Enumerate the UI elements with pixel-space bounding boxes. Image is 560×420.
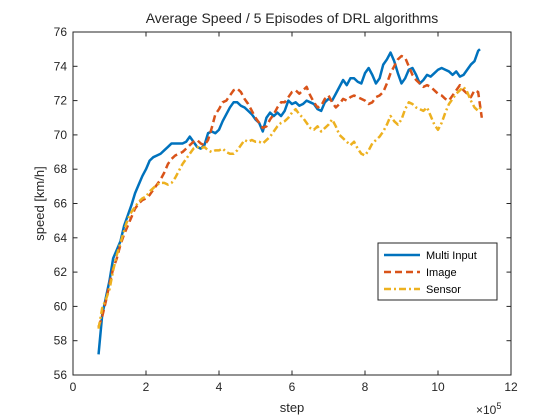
- x-axis-label: step: [280, 400, 305, 415]
- y-tick-label: 68: [54, 162, 68, 176]
- y-axis-label: speed [km/h]: [32, 166, 47, 240]
- x-axis-exponent-power: 5: [496, 401, 501, 411]
- x-tick-label: 2: [143, 380, 150, 394]
- legend-label-multi-input: Multi Input: [426, 250, 477, 262]
- plot-area: [73, 32, 511, 375]
- series-line-sensor: [97, 85, 483, 329]
- y-tick-label: 62: [54, 265, 68, 279]
- legend-label-sensor: Sensor: [426, 284, 461, 296]
- x-tick-label: 4: [216, 380, 223, 394]
- legend: Multi Input Image Sensor: [377, 242, 498, 301]
- y-tick-label: 56: [54, 368, 68, 382]
- y-tick-label: 60: [54, 299, 68, 313]
- x-tick-label: 0: [70, 380, 77, 394]
- x-tick-label: 10: [431, 380, 445, 394]
- x-axis-exponent: ×105: [476, 401, 501, 417]
- y-tick-label: 64: [54, 231, 68, 245]
- x-axis-exponent-base: ×10: [476, 403, 497, 417]
- y-tick-label: 76: [54, 25, 68, 39]
- series-layer: [97, 48, 484, 355]
- x-tick-label: 6: [289, 380, 296, 394]
- series-line-multi-input: [97, 48, 481, 355]
- y-tick-label: 74: [54, 59, 68, 73]
- y-tick-label: 72: [54, 94, 68, 108]
- y-tick-label: 70: [54, 128, 68, 142]
- y-tick-label: 58: [54, 334, 68, 348]
- series-line-image: [97, 54, 484, 328]
- x-tick-label: 12: [504, 380, 518, 394]
- y-tick-label: 66: [54, 197, 68, 211]
- x-tick-label: 8: [362, 380, 369, 394]
- legend-label-image: Image: [426, 267, 457, 279]
- chart-title: Average Speed / 5 Episodes of DRL algori…: [146, 10, 439, 26]
